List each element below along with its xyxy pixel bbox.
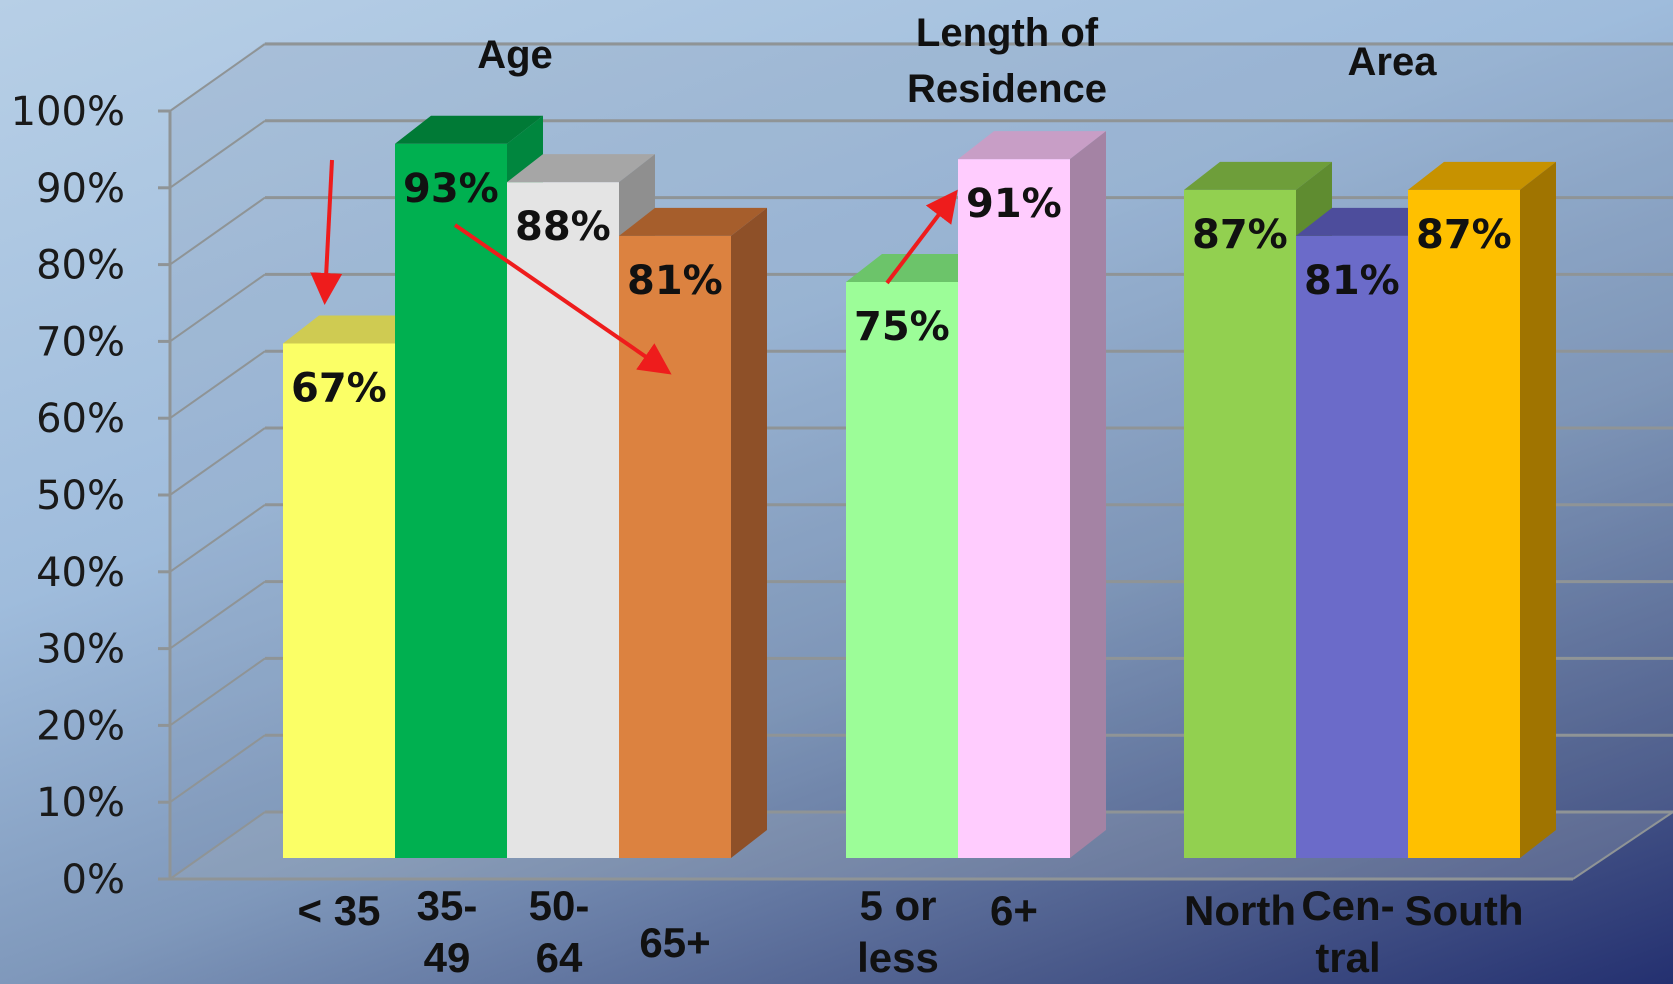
bar-top bbox=[395, 115, 543, 144]
y-tick-label: 90% bbox=[36, 166, 125, 212]
bar-side bbox=[1520, 161, 1556, 859]
gridline-diagonal bbox=[169, 503, 266, 573]
bar-front bbox=[1296, 235, 1408, 859]
gridline-diagonal bbox=[169, 734, 266, 804]
data-label: 88% bbox=[515, 204, 611, 250]
bar-top bbox=[958, 131, 1106, 160]
y-tick-label: 80% bbox=[36, 243, 125, 289]
trend-arrow bbox=[885, 189, 958, 285]
category-label: 5 or bbox=[859, 882, 936, 929]
category-label: 64 bbox=[536, 934, 583, 981]
gridline-diagonal bbox=[169, 580, 266, 650]
gridline-diagonal bbox=[169, 196, 266, 266]
bar-front bbox=[846, 282, 958, 858]
bar-top bbox=[283, 315, 431, 344]
bars bbox=[283, 115, 1556, 859]
data-label: 93% bbox=[403, 166, 499, 212]
bar-front bbox=[1408, 189, 1520, 859]
data-label: 87% bbox=[1416, 212, 1512, 258]
bar-side bbox=[731, 207, 767, 859]
group-label: Area bbox=[1348, 40, 1438, 84]
category-label: tral bbox=[1315, 934, 1380, 981]
category-label: less bbox=[857, 934, 939, 981]
data-label: 67% bbox=[291, 365, 387, 411]
data-label: 75% bbox=[854, 304, 950, 350]
bar bbox=[958, 131, 1106, 858]
y-tick-label: 20% bbox=[36, 703, 125, 749]
y-tick-label: 50% bbox=[36, 473, 125, 519]
bar-front bbox=[283, 343, 395, 858]
y-axis: 0% 10% 20% 30% 40% 50% 60% 70% 80% 90% 100% bbox=[11, 89, 172, 903]
bar-top bbox=[1296, 207, 1444, 236]
gridline-diagonal bbox=[169, 273, 266, 343]
y-tick-label: 0% bbox=[62, 857, 125, 903]
category-label: 65+ bbox=[639, 919, 710, 966]
bar-top bbox=[1408, 161, 1556, 190]
floor-right-edge bbox=[1572, 811, 1673, 880]
bar-front bbox=[1184, 189, 1296, 859]
gridline-diagonal bbox=[169, 811, 266, 880]
category-label: Cen- bbox=[1301, 882, 1394, 929]
data-label: 81% bbox=[1304, 258, 1400, 304]
bar-top bbox=[846, 254, 994, 282]
bar-top bbox=[619, 207, 767, 236]
trend-arrow bbox=[310, 159, 343, 305]
group-label: Age bbox=[477, 33, 553, 77]
group-label: Length of bbox=[916, 11, 1099, 55]
bar-top bbox=[507, 154, 655, 183]
category-label: South bbox=[1405, 887, 1524, 934]
y-tick-label: 30% bbox=[36, 627, 125, 673]
bar bbox=[619, 207, 767, 859]
category-label: < 35 bbox=[298, 887, 381, 934]
gridline-diagonal bbox=[169, 43, 266, 112]
y-tick-label: 40% bbox=[36, 550, 125, 596]
bar-front bbox=[507, 182, 619, 858]
category-label: 35- bbox=[417, 882, 478, 929]
y-tick-label: 60% bbox=[36, 396, 125, 442]
data-label: 91% bbox=[966, 181, 1062, 227]
data-label: 81% bbox=[627, 258, 723, 304]
y-tick-label: 100% bbox=[11, 89, 125, 135]
category-label: North bbox=[1184, 887, 1296, 934]
bar-front bbox=[958, 159, 1070, 858]
trend-arrow bbox=[453, 223, 672, 375]
trend-arrows bbox=[310, 159, 958, 375]
gridline-diagonal bbox=[169, 427, 266, 496]
gridline-diagonal bbox=[169, 350, 266, 420]
bar-top bbox=[1184, 161, 1332, 190]
labels: 67% < 35 93% 35- 49 88% 50- 64 81% 65+ Age 75% 5 or l… bbox=[291, 11, 1523, 981]
bar-front bbox=[619, 235, 731, 859]
data-label: 87% bbox=[1192, 212, 1288, 258]
category-label: 6+ bbox=[990, 887, 1038, 934]
y-tick-label: 10% bbox=[36, 780, 125, 826]
bar-front bbox=[395, 143, 507, 858]
gridline-diagonal bbox=[169, 657, 266, 727]
group-label: Residence bbox=[907, 67, 1107, 111]
bar-side bbox=[1070, 131, 1106, 858]
y-tick-label: 70% bbox=[36, 319, 125, 365]
category-label: 50- bbox=[529, 882, 590, 929]
category-label: 49 bbox=[424, 934, 471, 981]
bar bbox=[1408, 161, 1556, 859]
gridline-diagonal bbox=[169, 119, 266, 189]
